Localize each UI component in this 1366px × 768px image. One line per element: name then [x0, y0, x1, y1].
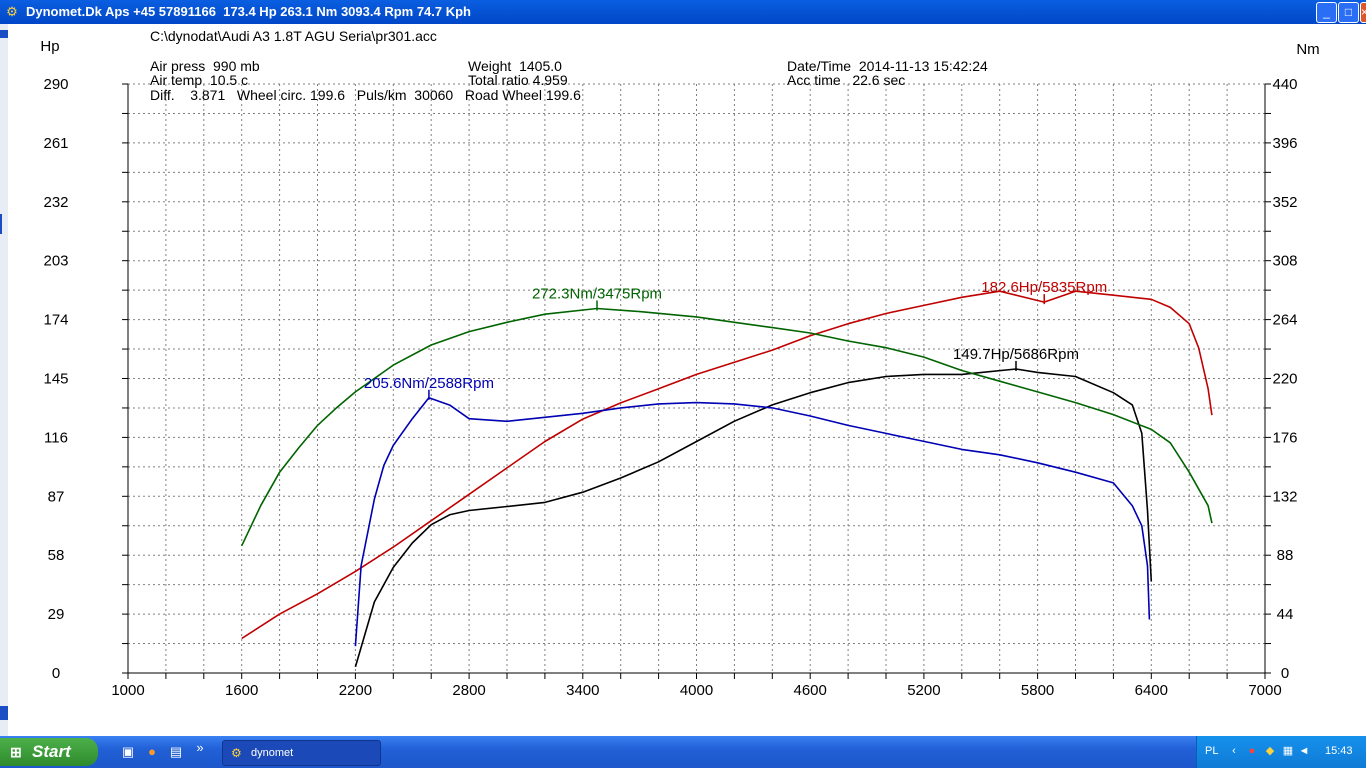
air-temp: Air temp 10.5 c — [150, 72, 248, 88]
series-line — [354, 397, 1151, 647]
peak-label: 205.6Nm/2588Rpm — [364, 375, 494, 392]
y-left-tick-label: 87 — [48, 488, 65, 505]
volume-icon[interactable]: ◄ — [1298, 745, 1310, 757]
app-icon[interactable]: ⚙ — [6, 4, 18, 19]
left-frame-marker — [0, 706, 8, 720]
series-line — [354, 368, 1153, 668]
quicklaunch-more-icon[interactable]: » — [196, 740, 204, 755]
maximize-button[interactable]: □ — [1338, 2, 1359, 23]
x-tick-label: 1600 — [225, 682, 258, 699]
y-right-tick-label: 44 — [1277, 606, 1294, 623]
peak-label: 182.6Hp/5835Rpm — [981, 279, 1107, 296]
left-frame — [0, 24, 12, 736]
x-tick-label: 6400 — [1135, 682, 1168, 699]
task-button-dynomet[interactable]: ⚙ dynomet — [222, 740, 381, 766]
start-button[interactable]: ⊞ Start — [0, 738, 98, 766]
dyno-plot-area: 1000 1600 2200 2800 3400 4000 4600 5200 5800 6400… — [12, 24, 1366, 736]
y-left-axis-label: Hp — [40, 38, 59, 55]
close-button[interactable]: × — [1360, 2, 1366, 23]
left-frame-marker — [0, 214, 2, 234]
system-tray: PL ‹ ● ◆ ▦ ◄ 15:43 — [1196, 736, 1366, 768]
x-tick-label: 5800 — [1021, 682, 1054, 699]
chart-grid — [128, 83, 1265, 673]
y-right-tick-label: 88 — [1277, 547, 1294, 564]
diff-info: Diff. 3.871 Wheel circ. 199.6 Puls/km 30… — [150, 87, 581, 103]
chart-annotations: 182.6Hp/5835Rpm 149.7Hp/5686Rpm 272.3Nm/34… — [364, 279, 1107, 400]
y-left-tick-label: 145 — [43, 371, 68, 388]
series-line — [241, 290, 1213, 640]
y-left-tick-label: 290 — [43, 76, 68, 93]
y-right-tick-label: 220 — [1272, 371, 1297, 388]
y-left-tick-label: 232 — [43, 194, 68, 211]
y-right-axis-label: Nm — [1296, 41, 1319, 58]
x-tick-label: 2200 — [339, 682, 372, 699]
left-frame-stripe — [0, 24, 8, 736]
y-right-tick-label: 132 — [1272, 488, 1297, 505]
acc-time: Acc time 22.6 sec — [787, 72, 905, 88]
file-path: C:\dynodat\Audi A3 1.8T AGU Seria\pr301.… — [150, 28, 437, 44]
y-left-tick-label: 0 — [52, 665, 60, 682]
minimize-button[interactable]: _ — [1316, 2, 1337, 23]
antivirus-icon[interactable]: ● — [1248, 745, 1256, 757]
document-icon[interactable]: ▤ — [169, 744, 183, 759]
peak-label: 149.7Hp/5686Rpm — [953, 346, 1079, 363]
y-left-tick-label: 203 — [43, 253, 68, 270]
air-press: Air press 990 mb — [150, 58, 260, 74]
y-right-tick-label: 396 — [1272, 135, 1297, 152]
y-left-tick-label: 116 — [44, 429, 68, 446]
y-right-tick-label: 308 — [1272, 253, 1297, 270]
x-tick-label: 3400 — [566, 682, 599, 699]
network-icon[interactable]: ▦ — [1282, 745, 1294, 757]
y-right-tick-label: 440 — [1272, 76, 1297, 93]
y-left-tick-label: 29 — [48, 606, 65, 623]
window-titlebar[interactable]: ⚙ Dynomet.Dk Aps +45 57891166 173.4 Hp 2… — [0, 0, 1366, 24]
left-frame-marker — [0, 30, 8, 38]
task-label: dynomet — [251, 747, 294, 759]
tray-back-icon[interactable]: ‹ — [1232, 745, 1236, 757]
total-ratio: Total ratio 4.959 — [468, 72, 568, 88]
clock: 15:43 — [1325, 745, 1353, 757]
taskbar: ⊞ Start ▣ ● ▤ » ⚙ dynomet PL ‹ ● ◆ ▦ ◄ 1… — [0, 736, 1366, 768]
y-left-tick-label: 261 — [43, 135, 68, 152]
y-left-tick-label: 174 — [43, 312, 68, 329]
x-tick-label: 4600 — [794, 682, 827, 699]
series-line — [240, 307, 1213, 547]
x-tick-label: 4000 — [680, 682, 713, 699]
x-tick-label: 7000 — [1248, 682, 1281, 699]
chart-series — [240, 290, 1213, 668]
dynomet-app-icon: ⚙ — [231, 746, 242, 760]
weight: Weight 1405.0 — [468, 58, 562, 74]
y-right-tick-label: 352 — [1272, 194, 1297, 211]
x-tick-label: 5200 — [907, 682, 940, 699]
windows-flag-icon: ⊞ — [10, 744, 22, 760]
x-tick-label: 2800 — [452, 682, 485, 699]
y-right-tick-label: 176 — [1272, 429, 1297, 446]
x-tick-label: 1000 — [111, 682, 144, 699]
chart-axes: 1000 1600 2200 2800 3400 4000 4600 5200 5800 6400… — [43, 76, 1297, 699]
language-indicator[interactable]: PL — [1205, 745, 1219, 757]
y-right-tick-label: 0 — [1281, 665, 1289, 682]
shield-icon[interactable]: ◆ — [1265, 745, 1275, 757]
show-desktop-icon[interactable]: ▣ — [121, 744, 135, 759]
y-left-tick-label: 58 — [48, 547, 65, 564]
y-right-tick-label: 264 — [1272, 312, 1297, 329]
firefox-icon[interactable]: ● — [148, 744, 156, 759]
dyno-chart: 1000 1600 2200 2800 3400 4000 4600 5200 5800 6400… — [40, 28, 1319, 699]
window-title: Dynomet.Dk Aps +45 57891166 173.4 Hp 263… — [26, 4, 472, 19]
date-time: Date/Time 2014-11-13 15:42:24 — [787, 58, 988, 74]
peak-label: 272.3Nm/3475Rpm — [532, 285, 662, 302]
start-label: Start — [32, 742, 71, 761]
